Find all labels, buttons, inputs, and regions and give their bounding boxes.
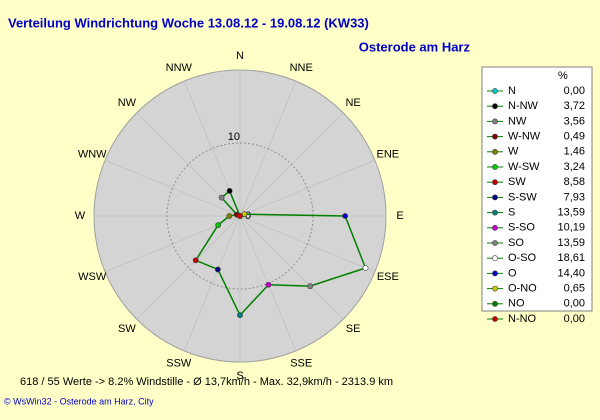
legend-label: W — [508, 146, 519, 158]
legend-box — [481, 66, 593, 312]
legend-marker — [492, 270, 498, 277]
legend-label: O — [508, 267, 517, 279]
r-tick-label: 10 — [228, 131, 240, 143]
legend-marker — [492, 316, 498, 322]
wind-point — [307, 283, 314, 290]
legend-value: 0,65 — [564, 283, 585, 295]
direction-label: NE — [345, 97, 360, 109]
legend-value: 10,19 — [557, 222, 585, 234]
legend-label: N-NW — [508, 100, 539, 112]
legend-value: 3,56 — [564, 115, 585, 127]
legend-marker — [492, 164, 498, 170]
legend-marker — [492, 179, 498, 186]
legend-value: 0,00 — [564, 313, 585, 325]
direction-label: E — [396, 210, 403, 222]
legend-label: SW — [508, 176, 526, 188]
legend-value: 0,49 — [564, 131, 585, 143]
credit: © WsWin32 - Osterode am Harz, City — [4, 396, 154, 406]
legend-label: O-SO — [508, 252, 537, 264]
direction-label: NNE — [290, 62, 313, 74]
direction-label: NW — [118, 97, 137, 109]
legend-value: 13,59 — [557, 237, 585, 249]
legend-label: S-SW — [508, 191, 537, 203]
legend-marker — [492, 133, 498, 140]
wind-point — [237, 213, 243, 219]
legend-marker — [492, 300, 498, 307]
direction-label: W — [75, 210, 86, 222]
legend-marker — [492, 148, 498, 155]
wind-point — [362, 265, 369, 271]
legend-marker — [492, 255, 498, 262]
legend-label: W-NW — [508, 131, 541, 143]
legend-value: 3,24 — [564, 161, 585, 173]
legend-value: 3,72 — [564, 100, 585, 112]
r-tick-label: 0 — [245, 210, 251, 222]
direction-label: SSW — [166, 358, 192, 370]
wind-point — [342, 213, 349, 219]
legend-label: O-NO — [508, 283, 537, 295]
legend-value: 0,00 — [564, 85, 585, 97]
wind-point — [226, 188, 233, 194]
direction-label: S — [236, 370, 243, 382]
direction-label: ENE — [377, 149, 400, 161]
legend-marker — [492, 224, 498, 231]
spoke — [136, 215, 241, 320]
wind-point — [265, 281, 272, 288]
footer: 618 / 55 Werte -> 8.2% Windstille - Ø 13… — [20, 376, 393, 388]
legend-label: W-SW — [508, 161, 540, 173]
direction-label: SE — [346, 323, 361, 335]
direction-label: NNW — [166, 62, 193, 74]
legend-label: SO — [508, 237, 524, 249]
wind-point — [214, 266, 221, 273]
legend-value: 13,59 — [557, 207, 585, 219]
legend-label: NW — [508, 115, 527, 127]
legend-label: S-SO — [508, 222, 535, 234]
direction-label: WNW — [78, 149, 107, 161]
wind-point — [237, 312, 243, 319]
legend-marker — [492, 103, 498, 110]
legend-marker — [492, 118, 498, 125]
legend-marker — [492, 209, 498, 216]
legend-header: % — [558, 70, 568, 82]
legend-value: 18,61 — [557, 252, 585, 264]
legend-value: 1,46 — [564, 146, 585, 158]
chart-subtitle: Osterode am Harz — [359, 39, 471, 54]
legend-label: NO — [508, 298, 525, 310]
direction-label: WSW — [78, 271, 107, 283]
direction-label: N — [236, 50, 244, 62]
legend-value: 7,93 — [564, 191, 585, 203]
wind-point — [218, 194, 225, 201]
legend-marker — [492, 285, 498, 292]
wind-point — [226, 213, 233, 219]
legend-marker — [492, 88, 498, 94]
legend-label: N — [508, 85, 516, 97]
chart-title: Verteilung Windrichtung Woche 13.08.12 -… — [8, 15, 369, 30]
legend-value: 0,00 — [564, 298, 585, 310]
legend-marker — [492, 240, 498, 246]
wind-point — [215, 222, 222, 228]
legend-marker — [492, 194, 498, 201]
wind-point — [192, 257, 199, 264]
direction-label: ESE — [377, 271, 399, 283]
direction-label: SW — [118, 323, 136, 335]
legend-value: 14,40 — [557, 267, 585, 279]
legend-value: 8,58 — [564, 176, 585, 188]
direction-label: SSE — [290, 358, 312, 370]
spoke — [183, 215, 241, 352]
legend-label: S — [508, 207, 515, 219]
legend-label: N-NO — [508, 313, 537, 325]
